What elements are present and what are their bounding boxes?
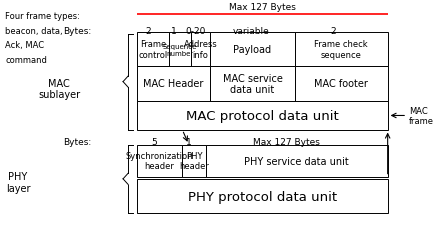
Text: Frame check
sequence: Frame check sequence (314, 40, 368, 59)
Text: Bytes:: Bytes: (63, 27, 92, 36)
Bar (137, 33, 169, 66)
Text: MAC
sublayer: MAC sublayer (38, 78, 80, 100)
Text: PHY protocol data unit: PHY protocol data unit (188, 190, 337, 203)
Text: 1: 1 (171, 27, 176, 36)
Text: 1: 1 (186, 137, 192, 146)
Text: MAC footer: MAC footer (314, 79, 368, 89)
Text: Bytes:: Bytes: (63, 137, 92, 146)
Text: MAC
frame: MAC frame (409, 106, 434, 126)
Text: Synchronization
header: Synchronization header (126, 151, 193, 170)
Bar (191, 33, 210, 66)
Text: Four frame types:: Four frame types: (5, 12, 80, 21)
Text: Frame
control: Frame control (139, 40, 168, 59)
Text: MAC protocol data unit: MAC protocol data unit (186, 109, 339, 122)
Text: command: command (5, 56, 47, 65)
Text: 2: 2 (331, 27, 337, 36)
Text: 0-20: 0-20 (185, 27, 205, 36)
Text: beacon, data,: beacon, data, (5, 27, 62, 35)
Text: PHY service data unit: PHY service data unit (245, 156, 349, 166)
Text: Payload: Payload (234, 45, 271, 55)
Text: 2: 2 (145, 27, 150, 36)
Bar (137, 66, 210, 102)
Bar (137, 102, 388, 130)
Bar (169, 33, 191, 66)
Text: variable: variable (233, 27, 270, 36)
Text: Max 127 Bytes: Max 127 Bytes (229, 3, 296, 12)
Bar (295, 66, 388, 102)
Bar (206, 145, 388, 177)
Text: PHY
header: PHY header (179, 151, 209, 170)
Text: Max 127 Bytes: Max 127 Bytes (253, 137, 319, 146)
Bar (210, 33, 295, 66)
Text: PHY
layer: PHY layer (6, 172, 30, 193)
Text: 5: 5 (151, 137, 157, 146)
Text: Sequence
number: Sequence number (163, 43, 197, 56)
Text: Ack, MAC: Ack, MAC (5, 41, 44, 50)
Text: MAC service
data unit: MAC service data unit (223, 73, 282, 95)
Bar (137, 179, 388, 213)
Text: Address
info: Address info (184, 40, 217, 59)
Bar (182, 145, 206, 177)
Bar (210, 66, 295, 102)
Bar (295, 33, 388, 66)
Bar (137, 145, 182, 177)
Text: MAC Header: MAC Header (143, 79, 204, 89)
